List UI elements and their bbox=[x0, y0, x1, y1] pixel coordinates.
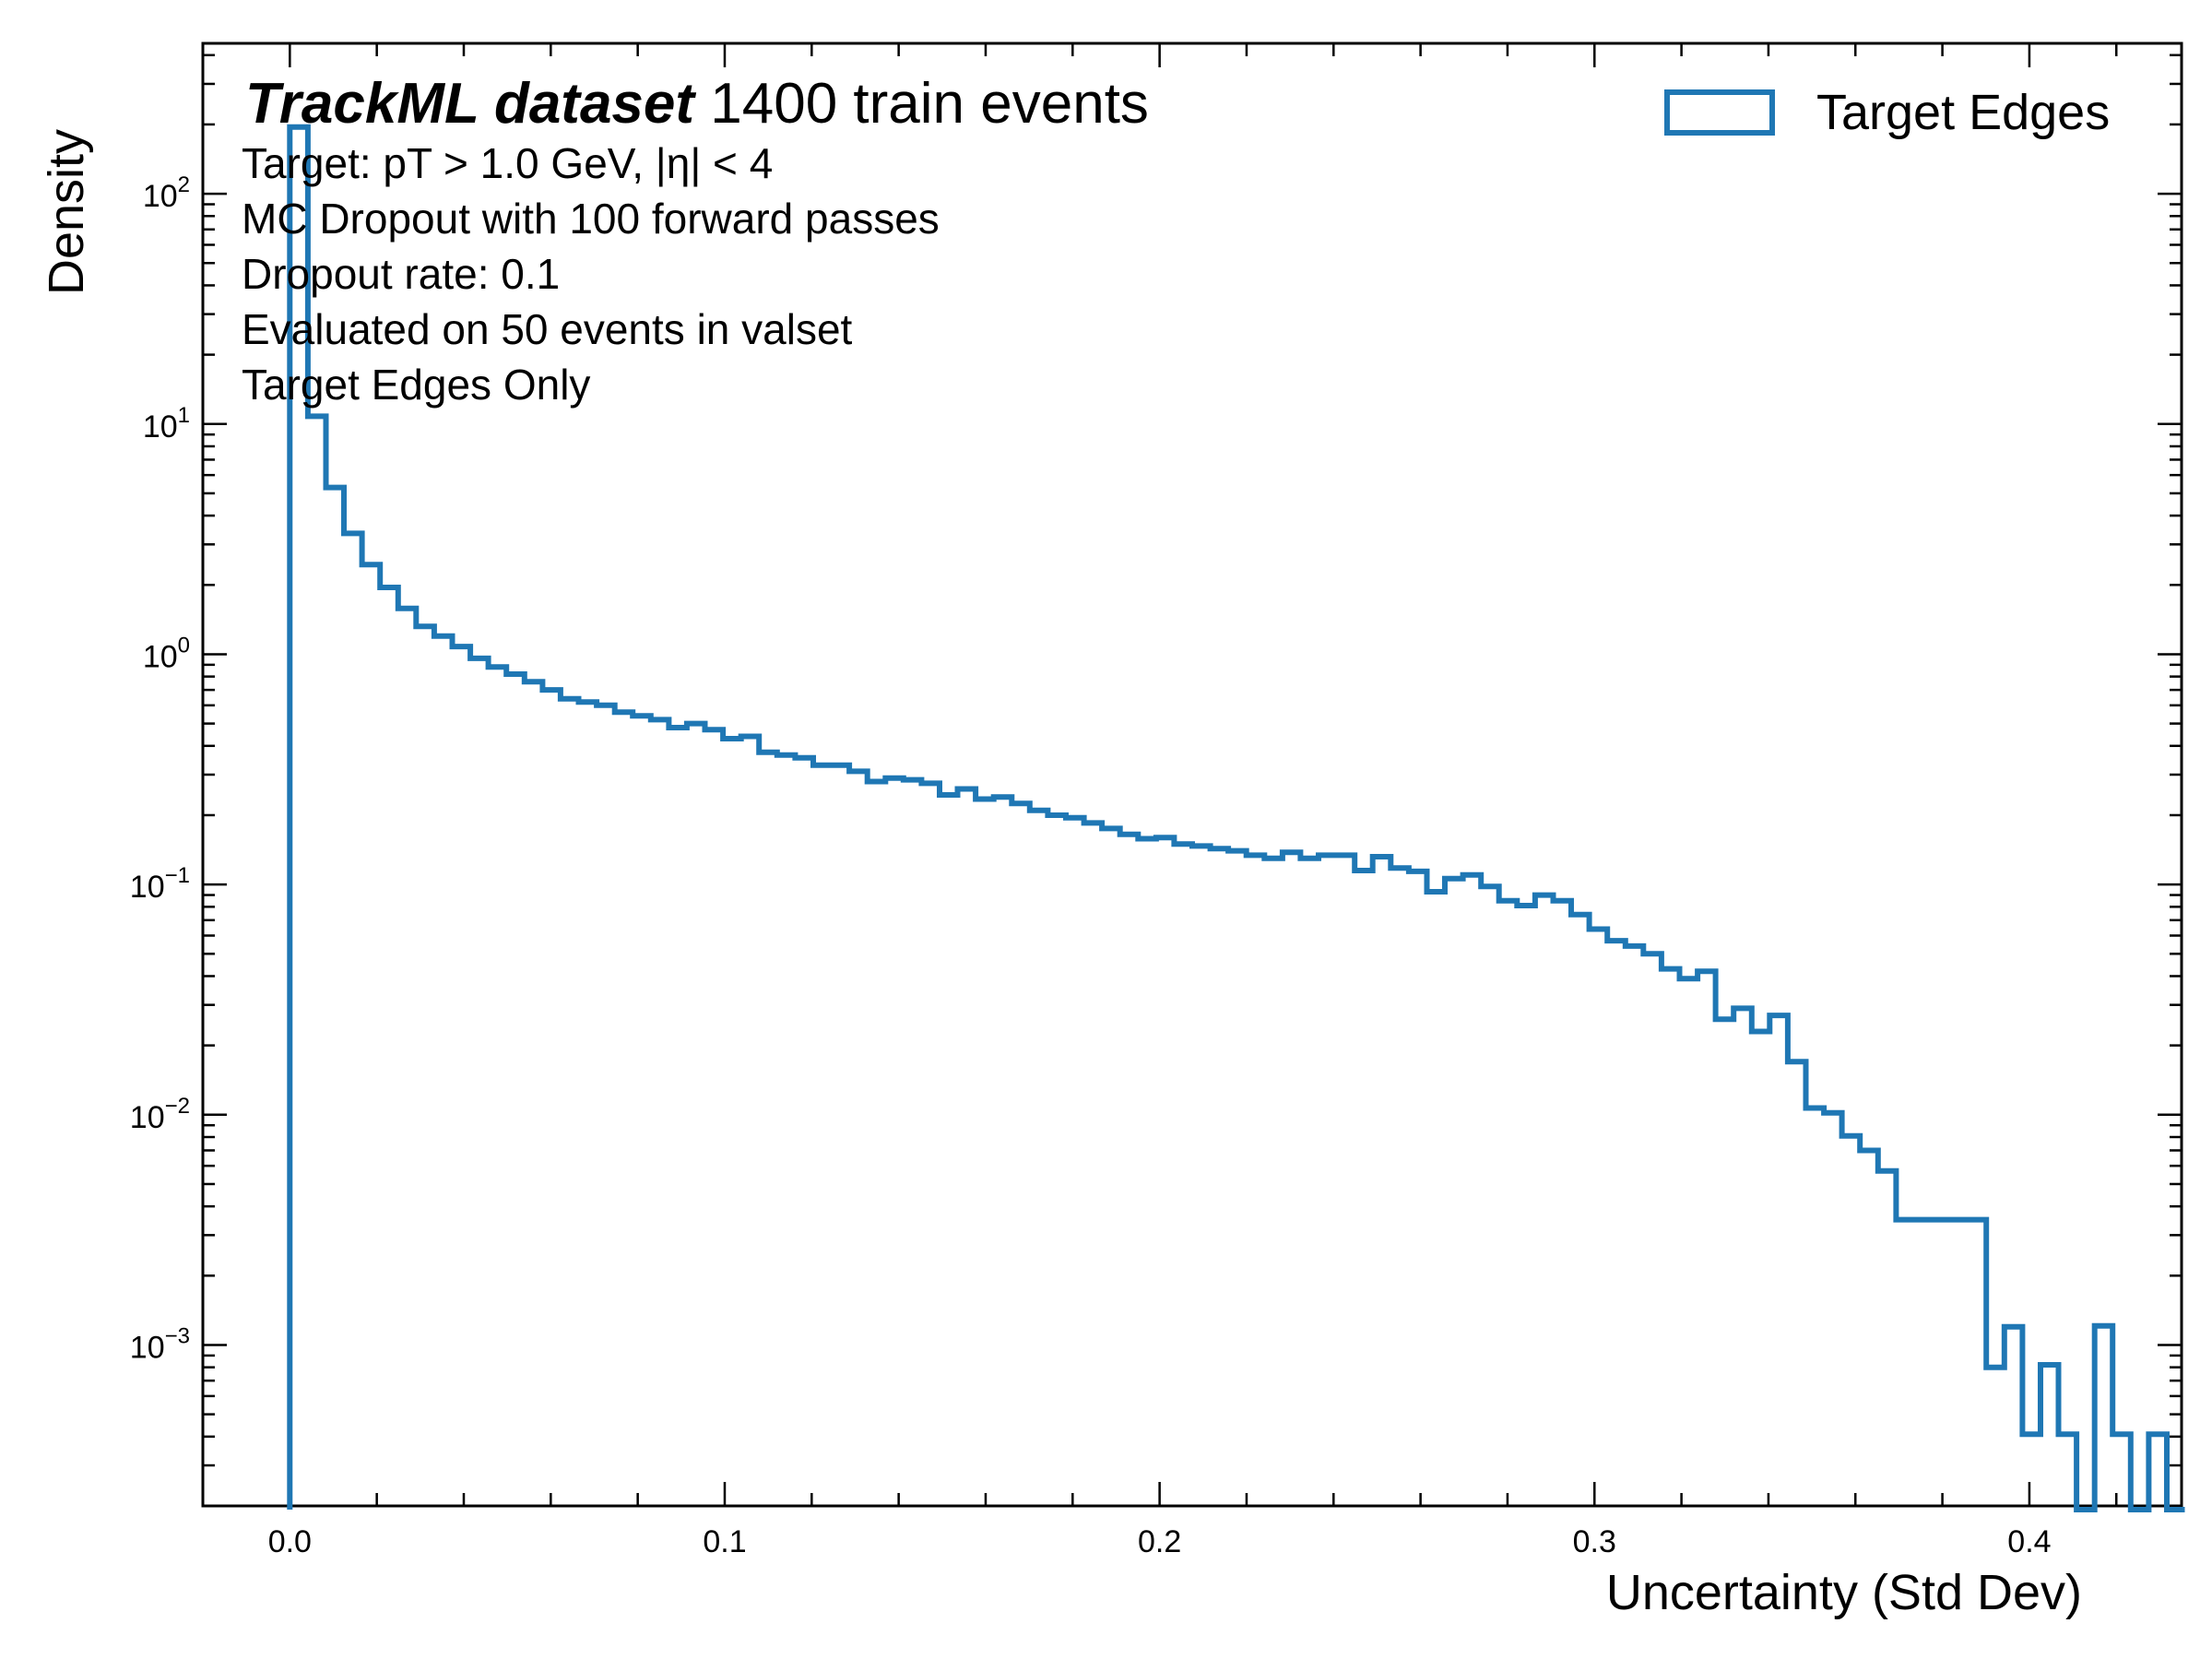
x-tick-label: 0.1 bbox=[703, 1524, 746, 1559]
annotation-block: Target: pT > 1.0 GeV, |η| < 4 MC Dropout… bbox=[242, 139, 940, 409]
legend-swatch bbox=[1664, 89, 1775, 136]
x-tick-label: 0.2 bbox=[1138, 1524, 1181, 1559]
y-tick-label: 10−1 bbox=[130, 863, 190, 905]
annotation-line: Target: pT > 1.0 GeV, |η| < 4 bbox=[242, 139, 773, 187]
y-tick-label: 10−2 bbox=[130, 1094, 190, 1135]
y-axis-label: Density bbox=[39, 129, 94, 295]
x-tick-label: 0.4 bbox=[2007, 1524, 2051, 1559]
axis-ticks bbox=[201, 43, 2182, 1508]
y-tick-label: 101 bbox=[143, 403, 190, 444]
x-tick-label: 0.3 bbox=[1573, 1524, 1616, 1559]
y-tick-label: 100 bbox=[143, 633, 190, 674]
annotation-line: Dropout rate: 0.1 bbox=[242, 250, 560, 298]
tick-labels: 0.0 0.1 0.2 0.3 0.4 10−3 10−2 10−1 100 101 102 bbox=[130, 172, 2052, 1559]
chart-title: TrackML dataset 1400 train events bbox=[245, 72, 1149, 136]
y-tick-label: 102 bbox=[143, 172, 190, 214]
annotation-line: Evaluated on 50 events in valset bbox=[242, 305, 853, 353]
legend: Target Edges bbox=[1664, 85, 2110, 140]
chart-title-rest: 1400 train events bbox=[694, 72, 1149, 136]
x-tick-label: 0.0 bbox=[268, 1524, 312, 1559]
x-axis-label: Uncertainty (Std Dev) bbox=[1606, 1565, 2082, 1620]
annotation-line: Target Edges Only bbox=[242, 361, 590, 409]
annotation-line: MC Dropout with 100 forward passes bbox=[242, 195, 940, 243]
histogram-series-target-edges bbox=[287, 124, 2185, 1512]
y-tick-label: 10−3 bbox=[130, 1323, 190, 1365]
chart-title-bold: TrackML dataset bbox=[245, 72, 696, 136]
legend-label: Target Edges bbox=[1816, 85, 2110, 140]
